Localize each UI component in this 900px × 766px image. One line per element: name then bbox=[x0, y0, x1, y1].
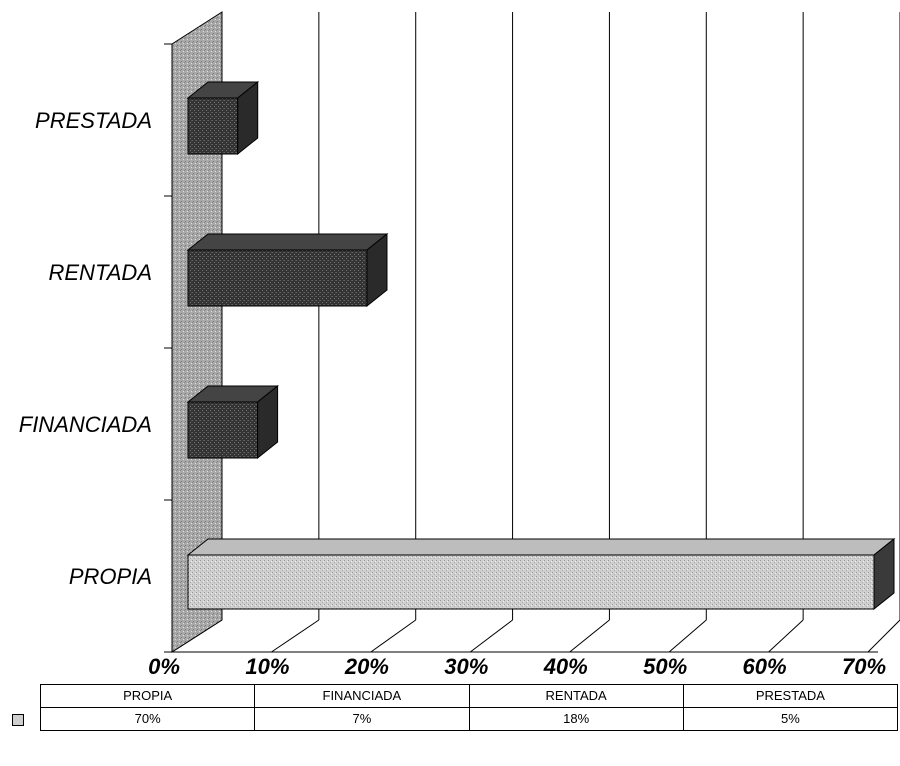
bar-propia bbox=[187, 554, 875, 610]
x-tick-label: 10% bbox=[245, 654, 289, 679]
data-table-value: 70% bbox=[39, 707, 256, 731]
data-table-header: PROPIA bbox=[39, 684, 256, 708]
bars-layer bbox=[186, 80, 896, 611]
data-table: PROPIA FINANCIADA RENTADA PRESTADA 70% 7… bbox=[10, 684, 899, 731]
x-tick-label: 60% bbox=[743, 654, 787, 679]
floor-line bbox=[867, 619, 900, 653]
bar-top bbox=[186, 233, 389, 251]
x-tick-label: 30% bbox=[444, 654, 488, 679]
x-tick-labels: 0% 10% 20% 30% 40% 50% 60% 70% bbox=[148, 654, 886, 679]
data-table-corner bbox=[10, 685, 41, 708]
category-label: RENTADA bbox=[49, 260, 153, 285]
grid-layer bbox=[171, 12, 900, 653]
data-table-value: 18% bbox=[468, 707, 684, 731]
bar-side bbox=[873, 537, 895, 611]
data-table-header: RENTADA bbox=[468, 684, 684, 708]
bar-side bbox=[257, 384, 279, 460]
category-labels: PROPIA FINANCIADA RENTADA PRESTADA bbox=[19, 108, 152, 589]
x-tick-label: 40% bbox=[543, 654, 588, 679]
bar-top bbox=[186, 538, 896, 556]
floor-line bbox=[370, 619, 417, 653]
legend-key bbox=[10, 707, 41, 731]
bar-prestada bbox=[187, 97, 239, 155]
floor-line bbox=[668, 619, 707, 653]
data-table-value: 7% bbox=[254, 707, 470, 731]
data-table-header: FINANCIADA bbox=[254, 684, 470, 708]
data-table-value: 5% bbox=[682, 707, 899, 731]
category-label: PRESTADA bbox=[35, 108, 152, 133]
legend-key-icon bbox=[12, 713, 24, 726]
bar-financiada bbox=[187, 401, 259, 459]
data-table-value-row: 70% 7% 18% 5% bbox=[10, 707, 899, 731]
x-tick-label: 0% bbox=[148, 654, 180, 679]
bar-side bbox=[366, 232, 388, 308]
floor-line bbox=[768, 619, 804, 653]
category-label: PROPIA bbox=[69, 564, 152, 589]
data-table-header-row: PROPIA FINANCIADA RENTADA PRESTADA bbox=[10, 684, 899, 708]
data-table-header: PRESTADA bbox=[682, 684, 899, 708]
chart-wall bbox=[164, 11, 223, 653]
bar-side bbox=[237, 80, 259, 156]
x-tick-label: 70% bbox=[842, 654, 886, 679]
x-tick-label: 20% bbox=[344, 654, 389, 679]
floor-line bbox=[469, 619, 513, 653]
category-label: FINANCIADA bbox=[19, 412, 152, 437]
x-tick-label: 50% bbox=[643, 654, 687, 679]
bar-chart: PROPIA FINANCIADA RENTADA PRESTADA 0% 10% 20%… bbox=[19, 11, 900, 679]
bar-rentada bbox=[187, 249, 368, 307]
floor-line bbox=[271, 619, 320, 653]
floor-line bbox=[569, 619, 610, 653]
